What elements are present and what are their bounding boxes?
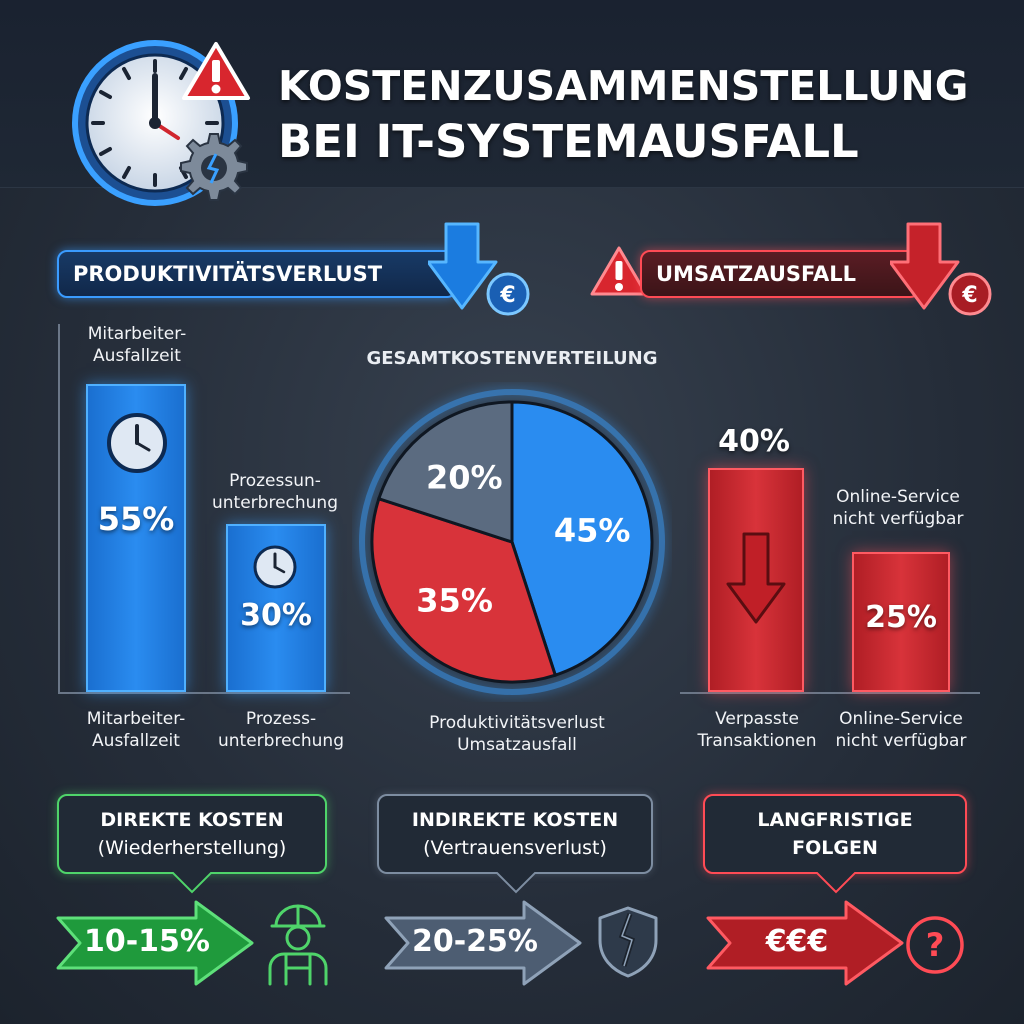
indirect-costs-subtitle: (Vertrauensverlust): [423, 837, 607, 859]
svg-text:€: €: [499, 283, 515, 308]
callout-pointer: [816, 872, 856, 894]
bar-label-bottom-line: Online-Service: [839, 709, 963, 729]
down-arrow-euro-icon-revenue: €: [890, 222, 992, 316]
bar-label-bottom-line: Verpasste: [715, 709, 799, 729]
bar-value-label: 40%: [718, 424, 790, 459]
bar-label-top-line: nicht verfügbar: [832, 509, 964, 529]
bar-label-top-line: Prozessun-: [229, 471, 321, 491]
revenue-chart-axis-x: [680, 692, 980, 694]
direct-costs-box: DIREKTE KOSTEN (Wiederherstellung): [57, 794, 327, 874]
broken-shield-icon: [598, 906, 658, 978]
page-title-line-2: BEI IT-SYSTEMAUSFALL: [278, 115, 859, 168]
revenue-heading-label: UMSATZAUSFALL: [656, 262, 856, 286]
broken-gear-icon: [180, 133, 248, 201]
pie-slice-label: 45%: [554, 511, 631, 549]
productivity-heading-label: PRODUKTIVITÄTSVERLUST: [73, 262, 383, 286]
bar-label-top-line: Online-Service: [836, 487, 960, 507]
revenue-heading: UMSATZAUSFALL: [640, 250, 920, 298]
bar-label-top-line: Mitarbeiter-: [87, 324, 187, 344]
bar-label-top: Online-Service nicht verfügbar: [820, 486, 976, 530]
warning-icon: [182, 42, 250, 100]
bar-online-service-unavailable: [852, 552, 950, 692]
pie-legend: Produktivitätsverlust Umsatzausfall: [372, 712, 662, 756]
bar-label-top: Prozessun- unterbrechung: [200, 470, 350, 514]
bar-label-top: Mitarbeiter- Ausfallzeit: [72, 323, 202, 367]
bar-label-top-line: unterbrechung: [212, 493, 338, 513]
page-title-line-1: KOSTENZUSAMMENSTELLUNG: [278, 62, 969, 110]
bar-label-top-line: Ausfallzeit: [93, 346, 181, 366]
bar-value-label: 55%: [97, 500, 175, 538]
question-icon: ?: [906, 916, 964, 974]
pie-legend-item: Umsatzausfall: [457, 735, 577, 755]
svg-text:€: €: [961, 283, 977, 308]
clock-icon: [253, 545, 297, 589]
bar-label-bottom: Prozess- unterbrechung: [206, 708, 356, 752]
worker-icon: [268, 904, 328, 986]
bar-value-label: 25%: [865, 600, 937, 635]
callout-pointer: [172, 872, 212, 894]
longterm-consequences-box: LANGFRISTIGE FOLGEN: [703, 794, 967, 874]
bar-label-bottom: Mitarbeiter- Ausfallzeit: [66, 708, 206, 752]
bar-value-label: 30%: [240, 598, 312, 633]
indirect-costs-title: INDIREKTE KOSTEN: [411, 809, 619, 831]
bar-label-bottom-line: Prozess-: [245, 709, 317, 729]
bar-label-bottom: Verpasste Transaktionen: [686, 708, 828, 752]
longterm-subtitle: FOLGEN: [792, 837, 878, 859]
callout-pointer: [496, 872, 536, 894]
pie-chart-title: GESAMTKOSTENVERTEILUNG: [366, 348, 658, 369]
bar-label-bottom-line: Transaktionen: [697, 731, 817, 751]
longterm-arrow: [706, 900, 904, 986]
indirect-costs-value: 20-25%: [411, 924, 538, 959]
bar-label-bottom-line: nicht verfügbar: [835, 731, 967, 751]
bar-label-bottom-line: Ausfallzeit: [92, 731, 180, 751]
productivity-chart-axis-y: [58, 324, 60, 692]
indirect-costs-box: INDIREKTE KOSTEN (Vertrauensverlust): [377, 794, 653, 874]
direct-costs-arrow: [56, 900, 254, 986]
pie-legend-item: Produktivitätsverlust: [429, 713, 605, 733]
productivity-heading: PRODUKTIVITÄTSVERLUST: [57, 250, 457, 298]
productivity-chart-axis-x: [58, 692, 350, 694]
pie-slice-other: [376, 400, 514, 545]
bar-label-bottom-line: unterbrechung: [218, 731, 344, 751]
bar-label-bottom: Online-Service nicht verfügbar: [826, 708, 976, 752]
indirect-costs-arrow: [384, 900, 582, 986]
direct-costs-subtitle: (Wiederherstellung): [97, 837, 287, 859]
longterm-value: €€€: [765, 924, 829, 959]
down-arrow-euro-icon: €: [428, 222, 530, 316]
pie-slice-label: 35%: [416, 581, 493, 619]
page-title: KOSTENZUSAMMENSTELLUNG BEI IT-SYSTEMAUSF…: [278, 58, 998, 170]
direct-costs-title: DIREKTE KOSTEN: [100, 809, 284, 831]
pie-slice-revenue: [370, 496, 558, 684]
direct-costs-value: 10-15%: [83, 924, 210, 959]
clock-icon: [107, 413, 167, 473]
pie-slice-label: 20%: [426, 458, 503, 496]
pie-chart: 45% 35% 20%: [359, 389, 665, 695]
warning-icon-revenue: [590, 246, 648, 296]
pie-slice-productivity: [510, 400, 654, 678]
longterm-title: LANGFRISTIGE: [757, 809, 913, 831]
bar-label-bottom-line: Mitarbeiter-: [86, 709, 186, 729]
down-arrow-icon: [726, 532, 786, 624]
svg-text:?: ?: [926, 926, 945, 964]
